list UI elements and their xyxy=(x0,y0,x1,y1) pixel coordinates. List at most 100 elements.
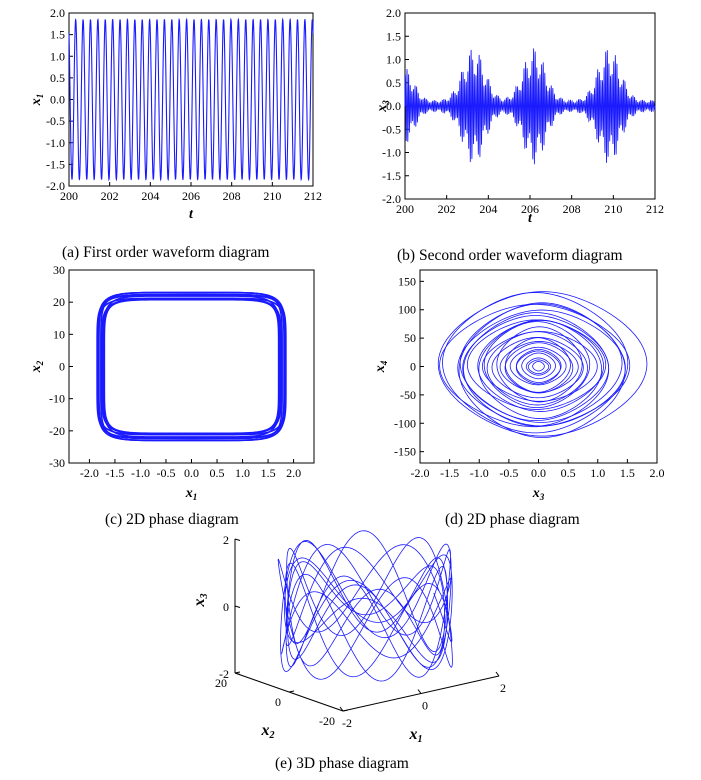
x-tick-label: 1.0 xyxy=(235,466,250,480)
orbit-line-d xyxy=(491,336,584,399)
y-tick-label: 150 xyxy=(398,274,416,288)
y-tick-label: 1.0 xyxy=(386,53,401,67)
y-tick-label: -1.5 xyxy=(382,169,401,183)
y-tick-label: -2.0 xyxy=(46,179,65,193)
x-tick-label-3d: 0 xyxy=(422,699,428,713)
x-axis-label-a: t xyxy=(189,207,194,222)
x-tick-label-3d: -2 xyxy=(342,716,352,730)
orbit-line-d xyxy=(483,321,591,409)
series-line-a xyxy=(68,17,314,182)
x-tick-label: 0.5 xyxy=(561,466,576,480)
x-tick-label: 204 xyxy=(479,202,497,216)
y-axis-label-a: x1 xyxy=(29,94,45,107)
x-tick-3d xyxy=(339,706,344,712)
y-tick-label: 50 xyxy=(404,331,416,345)
orbit-line-d xyxy=(521,352,556,380)
orbit-line-c xyxy=(102,295,281,438)
orbit-line-d xyxy=(437,291,648,437)
y-tick-label-3d: 0 xyxy=(275,695,281,709)
z-tick xyxy=(234,538,241,541)
chart-b: 200 202 204 206 208 210 212 2.0 1.5 1.0 0.5 0.0 -0.5… xyxy=(375,6,664,226)
y-tick-label: 20 xyxy=(53,295,65,309)
x-tick-label: -0.5 xyxy=(156,466,175,480)
x-tick-label: -2.0 xyxy=(80,466,99,480)
caption-d: (d) 2D phase diagram xyxy=(445,511,580,528)
x-tick-label: -1.0 xyxy=(470,466,489,480)
orbit-line-d xyxy=(439,303,631,428)
x-tick-label: 202 xyxy=(101,189,119,203)
chart-c: -2.0 -1.5 -1.0 -0.5 0.0 0.5 1.0 1.5 2.0 30 20 10 0 -1… xyxy=(29,263,315,502)
y-tick-label: -1.0 xyxy=(382,146,401,160)
caption-c: (c) 2D phase diagram xyxy=(105,511,239,528)
y-tick-label: 2.0 xyxy=(386,6,401,20)
orbit-line-c xyxy=(98,293,285,440)
x-tick-label: 202 xyxy=(438,202,456,216)
y-tick-label: -20 xyxy=(49,424,65,438)
orbit-line-d xyxy=(504,342,574,394)
x-tick-label: 206 xyxy=(521,202,539,216)
x-tick-label: 212 xyxy=(304,189,322,203)
orbit-line-d xyxy=(478,319,603,419)
orbit-line-d xyxy=(459,303,623,423)
orbit-line-d xyxy=(505,337,571,393)
plot-area-c: -2.0 -1.5 -1.0 -0.5 0.0 0.5 1.0 1.5 2.0 30 20 10 0 -1… xyxy=(29,263,315,502)
y-tick-label: -0.5 xyxy=(46,114,65,128)
y-tick-label-3d: -20 xyxy=(319,714,335,728)
x-tick-label: 1.5 xyxy=(620,466,635,480)
y-tick-3d xyxy=(342,709,349,712)
z-tick xyxy=(234,605,241,608)
y-tick-label-3d: 20 xyxy=(215,676,227,690)
orbit-line-c xyxy=(96,294,287,439)
x-tick-3d xyxy=(495,671,500,677)
orbit-line-c xyxy=(100,291,283,442)
y-tick-3d xyxy=(288,690,295,693)
x-tick-label: 2.0 xyxy=(650,466,665,480)
y-tick-label: 0.0 xyxy=(50,93,65,107)
x-axis-label-3d: x1 xyxy=(409,726,423,745)
x-tick-label: 208 xyxy=(223,189,241,203)
x-tick-label: 1.5 xyxy=(261,466,276,480)
x-tick-label: 0.0 xyxy=(531,466,546,480)
y-axis-label-c: x2 xyxy=(29,360,45,373)
x-tick-label: -1.0 xyxy=(131,466,150,480)
x-tick-label: 0.5 xyxy=(210,466,225,480)
orbit-line-c xyxy=(102,298,281,435)
y-tick-label: -150 xyxy=(394,445,416,459)
y-tick-label: 0.5 xyxy=(50,71,65,85)
orbit-line-d xyxy=(509,346,567,386)
orbit-line-c xyxy=(97,291,286,442)
orbit-line-d xyxy=(481,331,598,402)
plot-area-d: -2.0 -1.5 -1.0 -0.5 0.0 0.5 1.0 1.5 2.0 150 100 50 0… xyxy=(373,269,665,502)
z-tick-label: 0 xyxy=(223,600,229,614)
x-tick-label: 200 xyxy=(60,189,78,203)
x-tick-label: -2.0 xyxy=(411,466,430,480)
y-tick-label: 0 xyxy=(59,360,65,374)
trajectory-3d xyxy=(277,530,453,682)
x-tick-label: 208 xyxy=(563,202,581,216)
x-tick-label: -1.5 xyxy=(440,466,459,480)
orbit-line-d xyxy=(527,359,550,375)
orbit-line-d xyxy=(486,331,588,406)
caption-b: (b) Second order waveform diagram xyxy=(397,247,623,264)
orbit-line-d xyxy=(525,357,552,376)
orbit-line-d xyxy=(458,302,626,438)
chart-d: -2.0 -1.5 -1.0 -0.5 0.0 0.5 1.0 1.5 2.0 150 100 50 0… xyxy=(373,269,665,502)
x-tick-label: 210 xyxy=(604,202,622,216)
x-tick-label: 212 xyxy=(646,202,664,216)
caption-a: (a) First order waveform diagram xyxy=(62,244,270,261)
y-tick-label: -10 xyxy=(49,392,65,406)
y-tick-label: 0 xyxy=(410,360,416,374)
x-axis-label-d: x3 xyxy=(532,486,545,502)
x-tick-label: 206 xyxy=(182,189,200,203)
orbit-line-c xyxy=(101,298,282,435)
y-axis-label-b: x3 xyxy=(375,100,391,113)
x-tick-label: 2.0 xyxy=(286,466,301,480)
orbit-line-c xyxy=(103,298,280,435)
x-axis-label-b: t xyxy=(528,211,533,226)
y-tick-label: 1.5 xyxy=(50,28,65,42)
x-tick-label: -0.5 xyxy=(499,466,518,480)
x-tick-label: 0.0 xyxy=(184,466,199,480)
caption-e: (e) 3D phase diagram xyxy=(275,755,409,772)
y-tick-label: -2.0 xyxy=(382,192,401,206)
